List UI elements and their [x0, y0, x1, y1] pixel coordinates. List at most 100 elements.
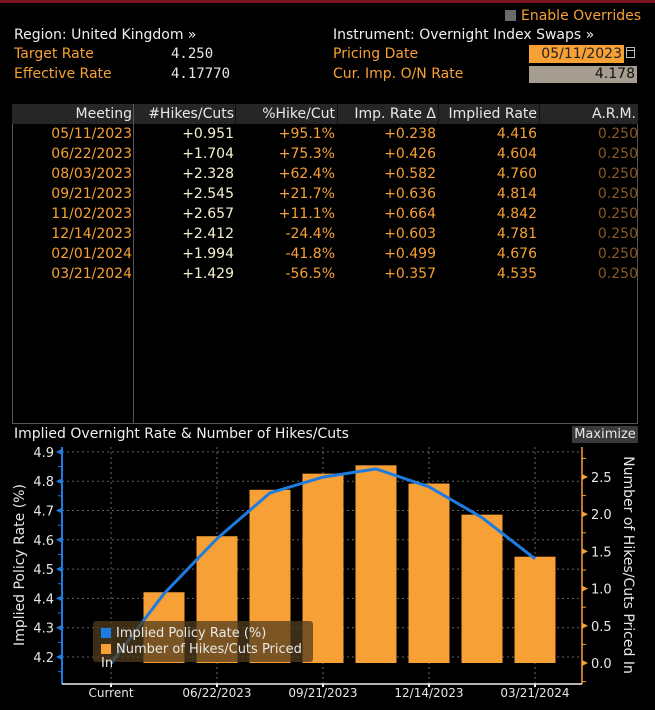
pct-hike-cut-cell: -41.8% [285, 246, 335, 262]
imp-rate-delta-cell: +0.357 [384, 266, 436, 282]
imp-rate-delta-cell: +0.636 [384, 186, 436, 202]
implied-rate-cell: 4.760 [496, 166, 537, 182]
right-tick-marker [582, 585, 588, 592]
hikes-cuts-cell: +2.657 [182, 206, 234, 222]
instrument-selector[interactable]: Instrument: Overnight Index Swaps » [333, 27, 595, 43]
col-arm[interactable]: A.R.M. [592, 106, 636, 122]
right-tick-marker [582, 622, 588, 629]
implied-rate-cell: 4.814 [496, 186, 537, 202]
arm-cell: 0.250 [597, 206, 638, 222]
bar [408, 483, 450, 663]
cur-imp-rate-label: Cur. Imp. O/N Rate [333, 66, 464, 82]
region-selector[interactable]: Region: United Kingdom » [14, 27, 197, 43]
arm-cell: 0.250 [597, 146, 638, 162]
right-tick-marker [582, 511, 588, 518]
x-tick-label: Current [88, 686, 133, 700]
meeting-date-cell: 02/01/2024 [51, 246, 132, 262]
col-implied-rate[interactable]: Implied Rate [448, 106, 537, 122]
arm-cell: 0.250 [597, 226, 638, 242]
imp-rate-delta-cell: +0.664 [384, 206, 436, 222]
chart-title: Implied Overnight Rate & Number of Hikes… [14, 426, 349, 442]
maximize-button[interactable]: Maximize [572, 426, 638, 443]
left-tick-label: 4.5 [33, 563, 54, 578]
imp-rate-delta-cell: +0.238 [384, 126, 436, 142]
bar [355, 465, 397, 663]
arm-cell: 0.250 [597, 246, 638, 262]
arm-cell: 0.250 [597, 186, 638, 202]
left-tick-label: 4.7 [33, 505, 54, 520]
left-tick-label: 4.3 [33, 622, 54, 637]
pct-hike-cut-cell: +75.3% [278, 146, 335, 162]
left-tick-marker [56, 536, 62, 543]
meeting-date-cell: 03/21/2024 [51, 266, 132, 282]
left-tick-marker [56, 654, 62, 660]
x-tick-label: 06/22/2023 [182, 686, 251, 700]
cur-imp-rate-field[interactable]: 4.178 [529, 66, 637, 83]
right-axis-label: Number of Hikes/Cuts Priced In [620, 456, 636, 674]
enable-overrides-checkbox[interactable] [505, 10, 516, 21]
col-meeting[interactable]: Meeting [75, 106, 132, 122]
x-tick-label: 03/21/2024 [500, 686, 569, 700]
pct-hike-cut-cell: +62.4% [278, 166, 335, 182]
implied-rate-cell: 4.842 [496, 206, 537, 222]
left-tick-marker [56, 624, 62, 631]
table-header: Meeting #Hikes/Cuts %Hike/Cut Imp. Rate … [12, 104, 638, 124]
hikes-cuts-cell: +2.412 [182, 226, 234, 242]
hikes-cuts-cell: +1.994 [182, 246, 234, 262]
right-tick-label: 0.5 [591, 620, 612, 635]
pricing-date-input[interactable]: 05/11/2023 [529, 45, 624, 63]
legend-item-hikes[interactable]: Number of Hikes/Cuts Priced In [101, 643, 313, 671]
pricing-date-label: Pricing Date [333, 46, 419, 62]
left-tick-marker [56, 507, 62, 514]
column-divider [235, 104, 236, 124]
column-divider [337, 104, 338, 124]
legend-swatch-blue [101, 628, 111, 638]
arm-cell: 0.250 [597, 166, 638, 182]
right-tick-marker [582, 474, 588, 480]
implied-rate-cell: 4.604 [496, 146, 537, 162]
col-imp-rate-delta[interactable]: Imp. Rate Δ [354, 106, 436, 122]
arm-cell: 0.250 [597, 126, 638, 142]
target-rate-label: Target Rate [14, 46, 94, 62]
left-tick-marker [56, 478, 62, 485]
implied-rate-cell: 4.781 [496, 226, 537, 242]
right-tick-marker [582, 660, 588, 666]
meeting-date-cell: 05/11/2023 [51, 126, 132, 142]
left-tick-label: 4.4 [33, 592, 54, 607]
effective-rate-label: Effective Rate [14, 66, 112, 82]
meeting-date-cell: 06/22/2023 [51, 146, 132, 162]
legend-label-hikes: Number of Hikes/Cuts Priced In [101, 642, 302, 671]
window-top-border [0, 0, 655, 3]
imp-rate-delta-cell: +0.499 [384, 246, 436, 262]
meeting-date-cell: 11/02/2023 [51, 206, 132, 222]
hikes-cuts-cell: +1.429 [182, 266, 234, 282]
pct-hike-cut-cell: -24.4% [285, 226, 335, 242]
column-divider [438, 104, 439, 124]
legend-item-rate[interactable]: Implied Policy Rate (%) [101, 627, 266, 641]
meeting-date-cell: 08/03/2023 [51, 166, 132, 182]
left-tick-marker [56, 595, 62, 602]
arm-cell: 0.250 [597, 266, 638, 282]
pct-hike-cut-cell: +21.7% [278, 186, 335, 202]
col-hikes-cuts[interactable]: #Hikes/Cuts [148, 106, 234, 122]
left-tick-label: 4.8 [33, 475, 54, 490]
meeting-date-cell: 09/21/2023 [51, 186, 132, 202]
column-divider [539, 104, 540, 124]
meeting-date-cell: 12/14/2023 [51, 226, 132, 242]
right-tick-label: 2.0 [591, 508, 612, 523]
imp-rate-delta-cell: +0.603 [384, 226, 436, 242]
imp-rate-delta-cell: +0.426 [384, 146, 436, 162]
left-tick-label: 4.6 [33, 534, 54, 549]
column-divider [133, 104, 134, 424]
right-tick-marker [582, 548, 588, 555]
left-tick-marker [56, 448, 62, 455]
left-axis-label: Implied Policy Rate (%) [12, 484, 28, 646]
hikes-cuts-cell: +2.545 [182, 186, 234, 202]
pct-hike-cut-cell: +95.1% [278, 126, 335, 142]
col-pct-hike-cut[interactable]: %Hike/Cut [262, 106, 335, 122]
calendar-icon[interactable] [626, 47, 635, 58]
enable-overrides-label[interactable]: Enable Overrides [521, 8, 642, 24]
left-tick-marker [56, 566, 62, 573]
hikes-cuts-cell: +2.328 [182, 166, 234, 182]
effective-rate-value: 4.17770 [171, 66, 231, 82]
